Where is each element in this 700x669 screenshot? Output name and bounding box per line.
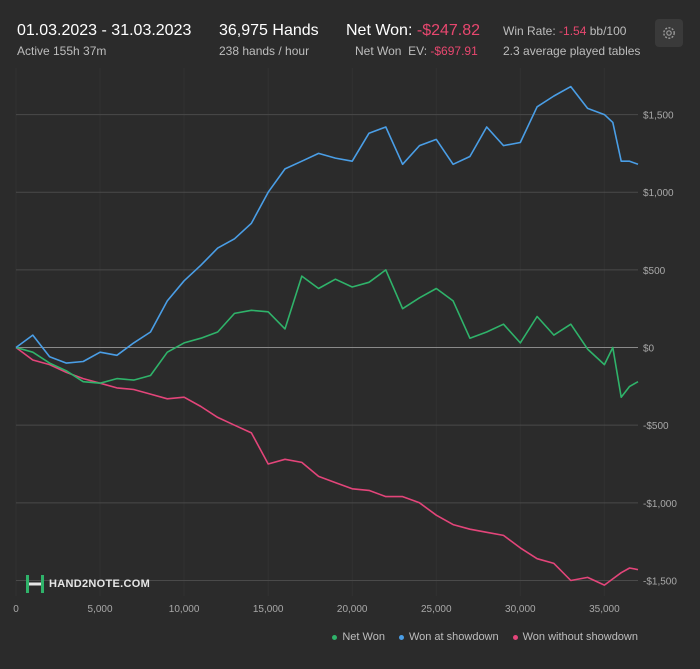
net-won-ev-value: -$697.91 xyxy=(430,44,478,58)
net-won-value: -$247.82 xyxy=(416,22,481,39)
y-tick-label: $1,000 xyxy=(643,188,674,199)
win-rate-unit: bb/100 xyxy=(589,24,627,38)
hand2note-logo: HAND2NOTE.COM xyxy=(25,572,150,596)
y-tick-label: $0 xyxy=(643,344,655,355)
stats-header: 01.03.2023 - 31.03.2023 Active 155h 37m … xyxy=(0,0,700,68)
x-tick-label: 30,000 xyxy=(505,604,536,615)
legend-label-net-won: Net Won xyxy=(342,631,385,643)
legend-won-without-showdown[interactable]: Won without showdown xyxy=(512,631,638,643)
net-won-ev: Net Won EV: -$697.91 xyxy=(355,44,478,58)
legend-dot-net-won xyxy=(332,634,338,640)
hands-count: 36,975 Hands xyxy=(219,22,319,39)
chart-area: -$1,500 -$1,000 -$500 $0 $500 $1,000 $1,500 0 5,… xyxy=(0,68,700,664)
average-tables: 2.3 average played tables xyxy=(503,44,641,58)
profit-chart: -$1,500 -$1,000 -$500 $0 $500 $1,000 $1,500 0 5,… xyxy=(13,68,677,615)
logo-text: HAND2NOTE.COM xyxy=(49,578,151,590)
y-tick-label: $500 xyxy=(643,266,666,277)
date-range[interactable]: 01.03.2023 - 31.03.2023 xyxy=(17,22,192,39)
hands-per-hour: 238 hands / hour xyxy=(219,44,310,58)
y-tick-label: $1,500 xyxy=(643,111,674,122)
gear-icon[interactable] xyxy=(655,19,683,47)
x-tick-label: 25,000 xyxy=(421,604,452,615)
x-tick-label: 5,000 xyxy=(88,604,113,615)
legend-won-at-showdown[interactable]: Won at showdown xyxy=(398,631,499,643)
net-won-ev-label: Net Won EV: xyxy=(355,44,428,58)
net-won-label: Net Won: xyxy=(346,22,413,39)
series-line-won-without-showdown xyxy=(15,346,639,586)
legend-net-won[interactable]: Net Won xyxy=(332,631,385,643)
x-tick-label: 10,000 xyxy=(169,604,200,615)
y-tick-label: -$1,000 xyxy=(643,499,677,510)
y-tick-label: -$1,500 xyxy=(643,576,677,587)
logo-icon xyxy=(25,574,45,594)
x-tick-label: 35,000 xyxy=(589,604,620,615)
win-rate-label: Win Rate: xyxy=(503,24,556,38)
x-tick-label: 0 xyxy=(13,604,19,615)
x-tick-label: 20,000 xyxy=(337,604,368,615)
win-rate-value: -1.54 xyxy=(559,24,587,38)
legend-label-showdown: Won at showdown xyxy=(408,631,499,643)
x-tick-label: 15,000 xyxy=(253,604,284,615)
legend-dot-non-showdown xyxy=(512,634,518,640)
y-tick-label: -$500 xyxy=(643,421,669,432)
series-line-won-at-showdown xyxy=(15,85,639,364)
win-rate: Win Rate: -1.54 bb/100 xyxy=(503,24,626,38)
legend-dot-showdown xyxy=(398,634,404,640)
legend-label-non-showdown: Won without showdown xyxy=(522,631,638,643)
active-time: Active 155h 37m xyxy=(17,44,107,58)
net-won: Net Won: -$247.82 xyxy=(346,22,480,40)
series-line-net-won xyxy=(15,269,639,399)
chart-legend: Net Won Won at showdown Won without show… xyxy=(332,631,638,643)
